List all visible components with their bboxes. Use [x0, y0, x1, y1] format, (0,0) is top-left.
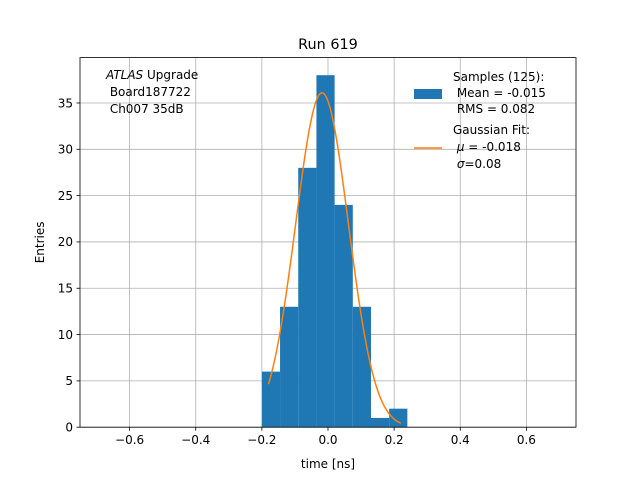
- y-tick-label: 10: [58, 328, 73, 342]
- legend-fit-line1: Gaussian Fit:: [453, 123, 530, 137]
- x-axis-ticks: −0.6 −0.4 −0.2 0.0 0.2 0.4 0.6: [115, 427, 536, 447]
- upgrade-label: Upgrade: [143, 68, 198, 82]
- legend-samples-line3: RMS = 0.082: [453, 102, 535, 116]
- histogram-bar: [298, 167, 317, 428]
- histogram-bar: [316, 75, 335, 428]
- legend-samples-swatch: [414, 89, 442, 99]
- histogram-bar: [261, 371, 281, 428]
- histogram-bar: [389, 408, 408, 428]
- y-tick-label: 15: [58, 282, 73, 296]
- atlas-annotation-line1: ATLAS Upgrade: [105, 68, 198, 82]
- y-tick-label: 25: [58, 189, 73, 203]
- x-tick-label: 0.6: [517, 433, 536, 447]
- histogram-bar: [370, 417, 390, 428]
- y-tick-label: 5: [65, 374, 73, 388]
- mu-value: = -0.018: [464, 140, 520, 154]
- sigma-value: =0.08: [464, 157, 501, 171]
- sigma-symbol: σ: [457, 157, 465, 171]
- histogram-bar: [334, 204, 353, 428]
- legend-samples-line1: Samples (125):: [453, 70, 544, 84]
- x-tick-label: −0.2: [247, 433, 276, 447]
- x-tick-label: 0.0: [318, 433, 337, 447]
- gaussian-fit-curve: [267, 92, 402, 424]
- x-tick-label: 0.2: [385, 433, 404, 447]
- atlas-label: ATLAS: [105, 68, 144, 82]
- mu-symbol: μ: [456, 140, 465, 154]
- x-tick-label: −0.4: [181, 433, 210, 447]
- x-tick-label: 0.4: [451, 433, 470, 447]
- legend-samples-line2: Mean = -0.015: [453, 86, 546, 100]
- x-tick-label: −0.6: [115, 433, 144, 447]
- y-axis-label: Entries: [33, 222, 47, 264]
- y-tick-label: 30: [58, 143, 73, 157]
- atlas-annotation-line2: Board187722: [106, 85, 191, 99]
- atlas-annotation-line3: Ch007 35dB: [106, 102, 184, 116]
- histogram-bars: [261, 75, 408, 428]
- y-axis-ticks: 0 5 10 15 20 25 30 35: [58, 96, 80, 435]
- x-axis-label: time [ns]: [301, 457, 355, 471]
- histogram-bar: [280, 306, 299, 428]
- histogram-bar: [352, 306, 371, 428]
- legend-fit-line2: μ = -0.018: [453, 140, 521, 154]
- y-tick-label: 35: [58, 96, 73, 110]
- legend-fit-line3: σ=0.08: [453, 157, 501, 171]
- y-tick-label: 20: [58, 235, 73, 249]
- y-tick-label: 0: [65, 421, 73, 435]
- chart-title: Run 619: [298, 37, 358, 53]
- legend: Samples (125): Mean = -0.015 RMS = 0.082…: [414, 70, 546, 171]
